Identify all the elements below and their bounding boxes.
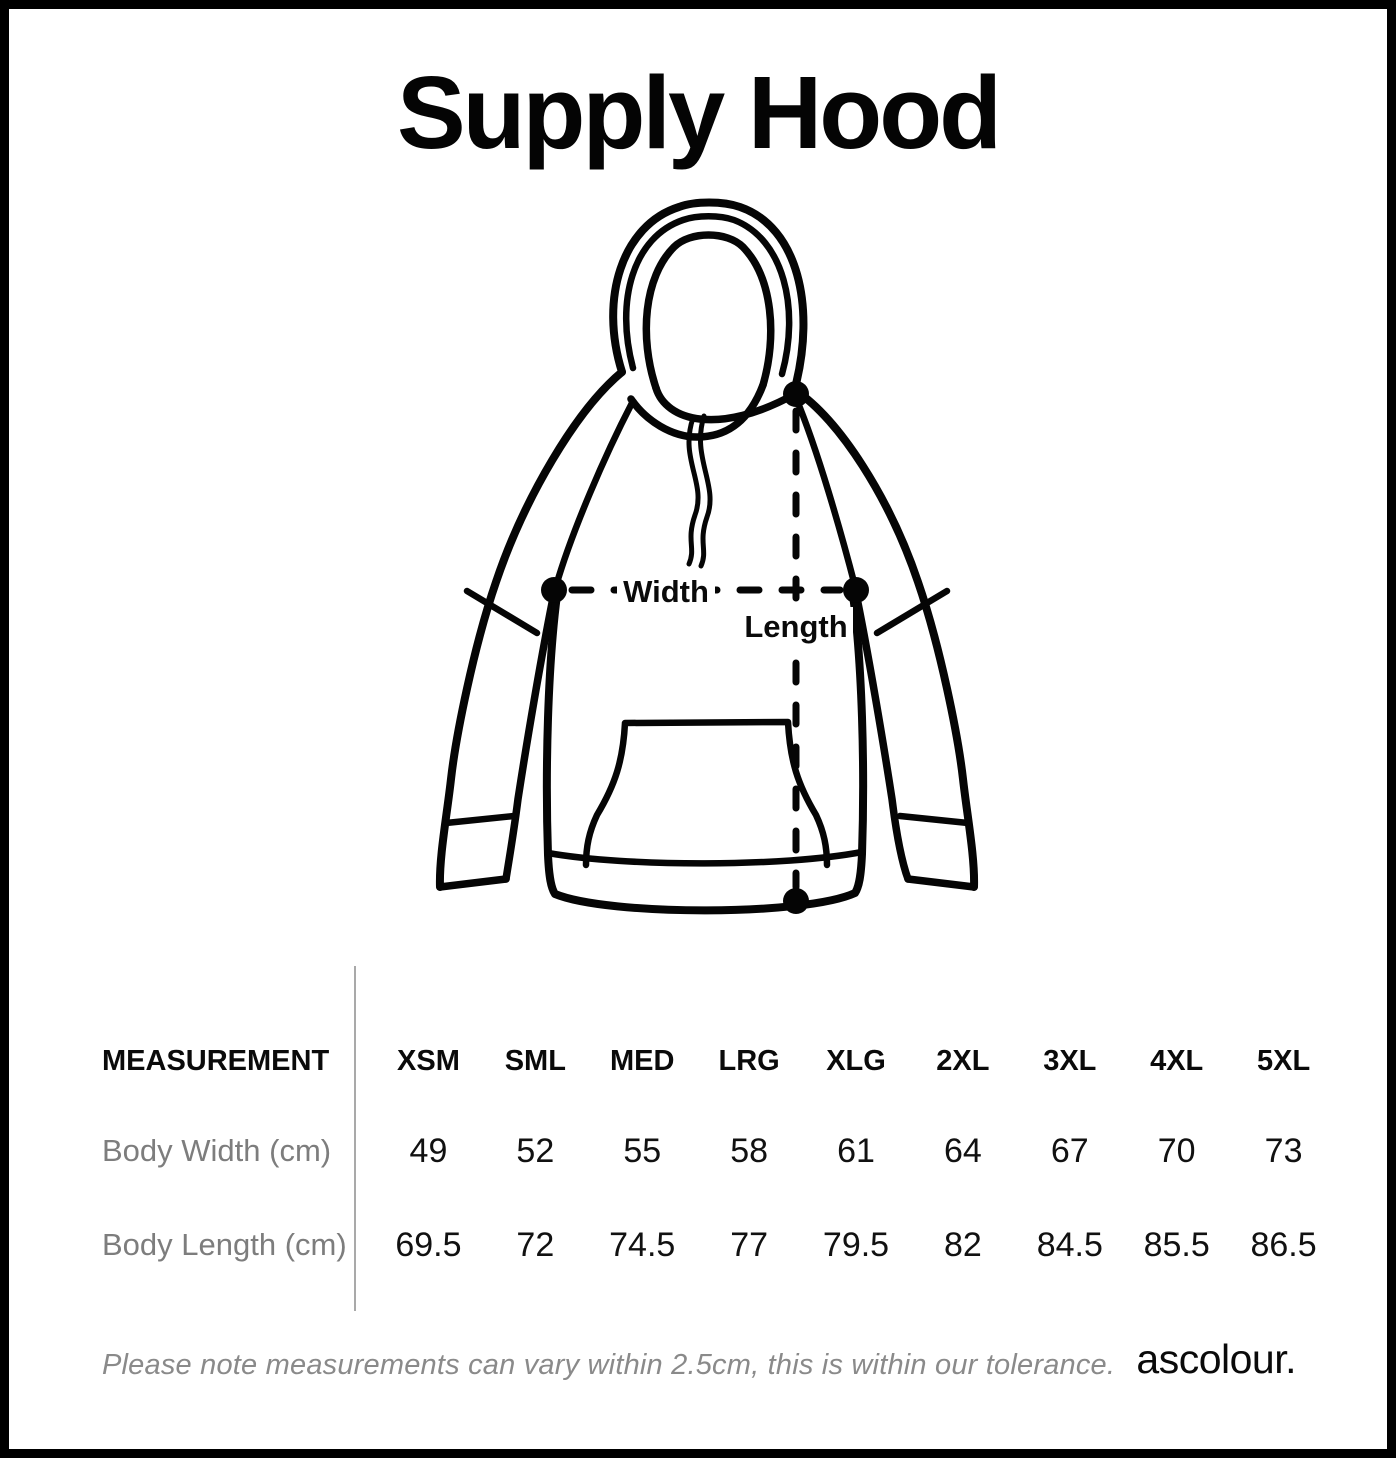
row-label-body-length: Body Length (cm) (102, 1227, 347, 1262)
body-width-3xl: 67 (1050, 1131, 1089, 1170)
body-outline (542, 591, 868, 915)
right-sleeve-inner-edge (852, 589, 912, 883)
body-length-2xl: 82 (943, 1225, 982, 1264)
body-width-5xl: 73 (1264, 1131, 1303, 1170)
right-cuff-seam (896, 812, 972, 827)
left-sleeve-end (436, 875, 510, 891)
hood-neckline-right-cross (627, 381, 767, 441)
hood-inner-outline (623, 213, 793, 378)
size-header-5xl: 5XL (1256, 1044, 1311, 1077)
hood-face-opening (642, 231, 775, 392)
size-table: MEASUREMENT XSM SML MED LRG XLG 2XL 3XL … (102, 1019, 1338, 1291)
body-width-xlg: 61 (837, 1131, 875, 1170)
hem-measure-dot (783, 888, 809, 914)
drawstring-right-edge (697, 413, 713, 569)
drawstring-left-edge (686, 415, 701, 567)
body-length-xlg: 79.5 (822, 1225, 890, 1264)
body-width-4xl: 70 (1157, 1131, 1196, 1170)
size-header-xlg: XLG (826, 1044, 886, 1077)
body-length-med: 74.5 (609, 1225, 676, 1264)
hoodie-diagram: Width Length (435, 198, 979, 915)
tolerance-note: Please note measurements can vary within… (102, 1349, 1116, 1381)
length-label: Length (744, 609, 847, 644)
row-label-body-width: Body Width (cm) (102, 1133, 332, 1168)
body-width-sml: 52 (516, 1131, 555, 1170)
body-width-xsm: 49 (409, 1131, 448, 1170)
width-label-backdrop (617, 570, 715, 610)
size-header-4xl: 4XL (1150, 1044, 1204, 1077)
table-divider-line (354, 966, 356, 1311)
body-width-2xl: 64 (943, 1131, 982, 1170)
body-length-xsm: 69.5 (395, 1225, 462, 1264)
measurement-column-header: MEASUREMENT (102, 1044, 330, 1077)
right-raglan-seam (792, 394, 859, 590)
pocket-outline (582, 718, 831, 869)
left-sleeve-inner-edge (502, 589, 558, 883)
hoodie-drawing (435, 198, 979, 915)
body-length-5xl: 86.5 (1250, 1225, 1317, 1264)
right-chest-measure-dot (843, 577, 869, 603)
width-label: Width (623, 574, 709, 609)
body-length-lrg: 77 (730, 1225, 769, 1264)
right-underarm-seam (873, 587, 951, 637)
left-underarm-seam (463, 587, 541, 637)
size-header-med: MED (610, 1044, 675, 1077)
right-sleeve-end (904, 875, 978, 891)
body-length-4xl: 85.5 (1143, 1225, 1210, 1264)
size-header-sml: SML (504, 1044, 566, 1077)
brand-logo: ascolour. (1136, 1336, 1296, 1382)
size-header-lrg: LRG (718, 1044, 780, 1077)
body-length-3xl: 84.5 (1036, 1225, 1103, 1264)
page-title: Supply Hood (396, 55, 1002, 170)
left-raglan-seam (552, 399, 636, 590)
hem-seam (544, 848, 866, 867)
shoulder-measure-dot (783, 381, 809, 407)
size-header-3xl: 3XL (1043, 1044, 1097, 1077)
body-width-med: 55 (623, 1131, 662, 1170)
hood-outer-outline (609, 198, 808, 392)
hood-neckline-left-cross (652, 384, 799, 424)
size-header-2xl: 2XL (936, 1044, 990, 1077)
size-header-xsm: XSM (397, 1044, 460, 1077)
body-width-lrg: 58 (730, 1131, 769, 1170)
body-length-sml: 72 (516, 1225, 555, 1264)
length-label-backdrop (739, 607, 853, 645)
left-cuff-seam (442, 812, 518, 827)
left-chest-measure-dot (541, 577, 567, 603)
